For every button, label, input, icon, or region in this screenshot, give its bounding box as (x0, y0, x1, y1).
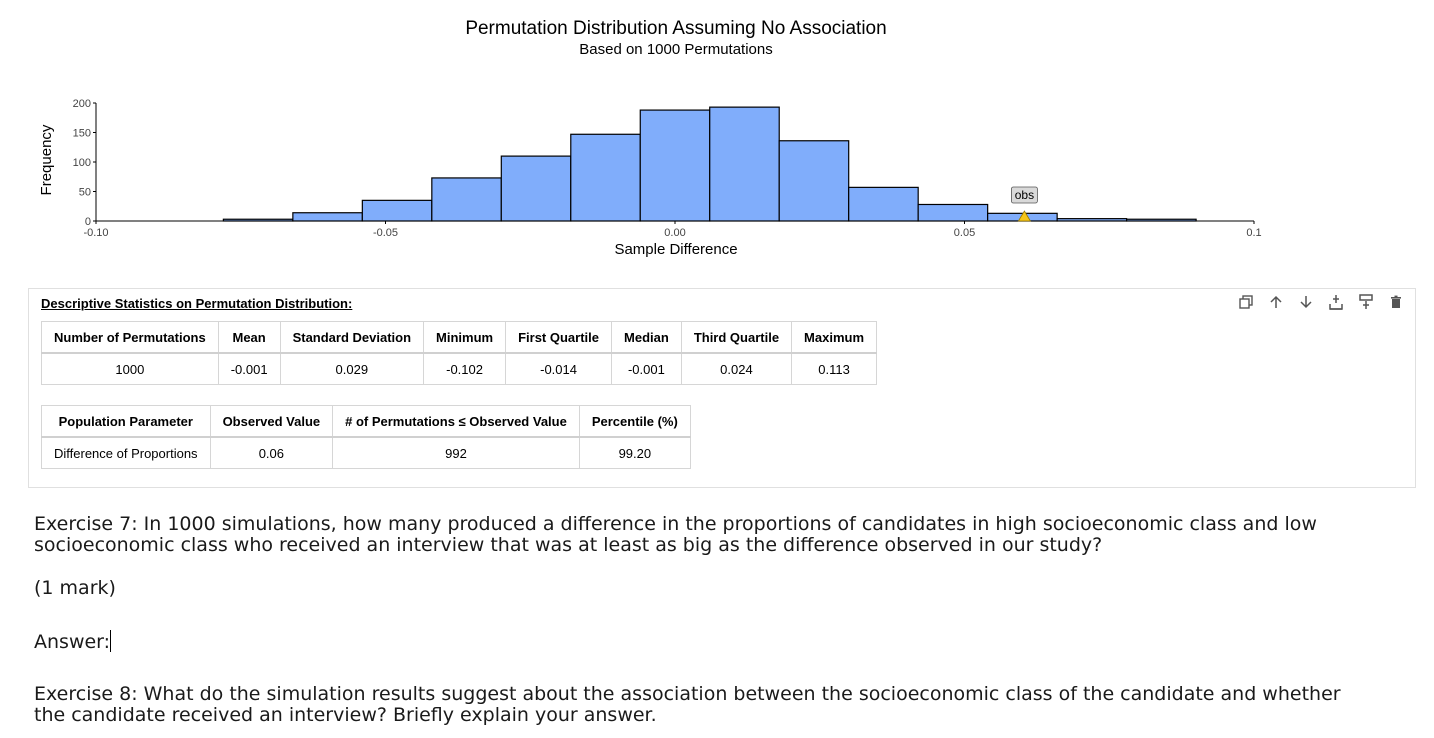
header-number-of-permutations: Number of Permutations (41, 321, 219, 354)
table-row: Difference of Proportions 0.06 992 99.20 (41, 436, 691, 469)
chart-title: Permutation Distribution Assuming No Ass… (465, 18, 886, 39)
histogram-bar (570, 133, 641, 222)
header-observed-value: Observed Value (209, 405, 334, 438)
header-population-parameter: Population Parameter (41, 405, 211, 438)
header-percentile: Percentile (%) (578, 405, 691, 438)
descriptive-stats-table: Number of Permutations Mean Standard Dev… (41, 321, 878, 385)
y-tick-label: 200 (73, 98, 91, 110)
cell-toolbar (1237, 293, 1405, 311)
x-tick-label: 0.05 (954, 227, 975, 239)
observed-value-table: Population Parameter Observed Value # of… (41, 405, 691, 469)
histogram-bar (778, 140, 850, 222)
insert-below-icon[interactable] (1357, 293, 1375, 311)
observed-label-box (1011, 186, 1038, 204)
header-first-quartile: First Quartile (505, 321, 613, 354)
x-tick-label: 0.1 (1246, 227, 1261, 239)
text-caret (110, 630, 112, 652)
histogram-chart: Permutation Distribution Assuming No Ass… (0, 0, 1434, 270)
y-tick-label: 50 (79, 187, 91, 199)
header-minimum: Minimum (423, 321, 507, 354)
observed-marker (1017, 210, 1032, 222)
stats-heading: Descriptive Statistics on Permutation Di… (41, 296, 353, 311)
histogram-bar (709, 106, 780, 222)
x-tick-label: -0.05 (373, 227, 398, 239)
header-third-quartile: Third Quartile (680, 321, 793, 354)
table-header-row: Number of Permutations Mean Standard Dev… (41, 321, 878, 354)
mark-text: (1 mark) (34, 577, 116, 599)
cell-median: -0.001 (611, 352, 682, 385)
cell-mean: -0.001 (217, 352, 281, 385)
cell-minimum: -0.102 (423, 352, 507, 385)
histogram-bar (917, 203, 989, 222)
header-maximum: Maximum (791, 321, 878, 354)
answer-label: Answer: (34, 631, 111, 653)
observed-marker-group: obs (1011, 186, 1038, 222)
cell-first-quartile: -0.014 (505, 352, 613, 385)
y-tick-label: 150 (73, 128, 91, 140)
bars-group (222, 106, 1197, 222)
arrow-down-icon[interactable] (1297, 293, 1315, 311)
arrow-up-icon[interactable] (1267, 293, 1285, 311)
copy-icon[interactable] (1237, 293, 1255, 311)
exercise-7-text: Exercise 7: In 1000 simulations, how man… (34, 513, 1317, 556)
observed-label: obs (1015, 188, 1034, 202)
y-tick-label: 100 (73, 157, 91, 169)
trash-icon[interactable] (1387, 293, 1405, 311)
cell-population-parameter: Difference of Proportions (41, 436, 211, 469)
x-tick-label: -0.10 (83, 227, 108, 239)
cell-maximum: 0.113 (791, 352, 878, 385)
x-axis-label: Sample Difference (614, 241, 737, 258)
header-mean: Mean (217, 321, 281, 354)
output-cell: Descriptive Statistics on Permutation Di… (28, 288, 1416, 488)
table-row: 1000 -0.001 0.029 -0.102 -0.014 -0.001 0… (41, 352, 878, 385)
histogram-bar (848, 186, 919, 222)
chart-subtitle: Based on 1000 Permutations (579, 41, 772, 58)
header-median: Median (611, 321, 682, 354)
histogram-bar (292, 212, 363, 222)
y-axis-label: Frequency (38, 124, 55, 195)
y-tick-label: 0 (85, 216, 91, 228)
cell-standard-deviation: 0.029 (279, 352, 425, 385)
histogram-bar (431, 177, 502, 222)
histogram-bar (500, 155, 572, 222)
histogram-svg: Permutation Distribution Assuming No Ass… (38, 18, 1262, 258)
x-tick-label: 0.00 (664, 227, 685, 239)
cell-observed-value: 0.06 (209, 436, 334, 469)
cell-number-of-permutations: 1000 (41, 352, 219, 385)
table-header-row: Population Parameter Observed Value # of… (41, 405, 691, 438)
header-permutations-le-observed: # of Permutations ≤ Observed Value (332, 405, 580, 438)
answer-field[interactable]: Answer: (34, 630, 1364, 653)
header-standard-deviation: Standard Deviation (279, 321, 425, 354)
insert-above-icon[interactable] (1327, 293, 1345, 311)
cell-third-quartile: 0.024 (680, 352, 793, 385)
cell-permutations-le-observed: 992 (332, 436, 580, 469)
histogram-bar (639, 109, 711, 222)
cell-percentile: 99.20 (578, 436, 691, 469)
exercise-8-text: Exercise 8: What do the simulation resul… (34, 683, 1341, 726)
axes-group: -0.10 -0.05 0.00 0.05 0.1 0 50 100 150 200 (73, 98, 1262, 239)
histogram-bar (361, 199, 433, 222)
